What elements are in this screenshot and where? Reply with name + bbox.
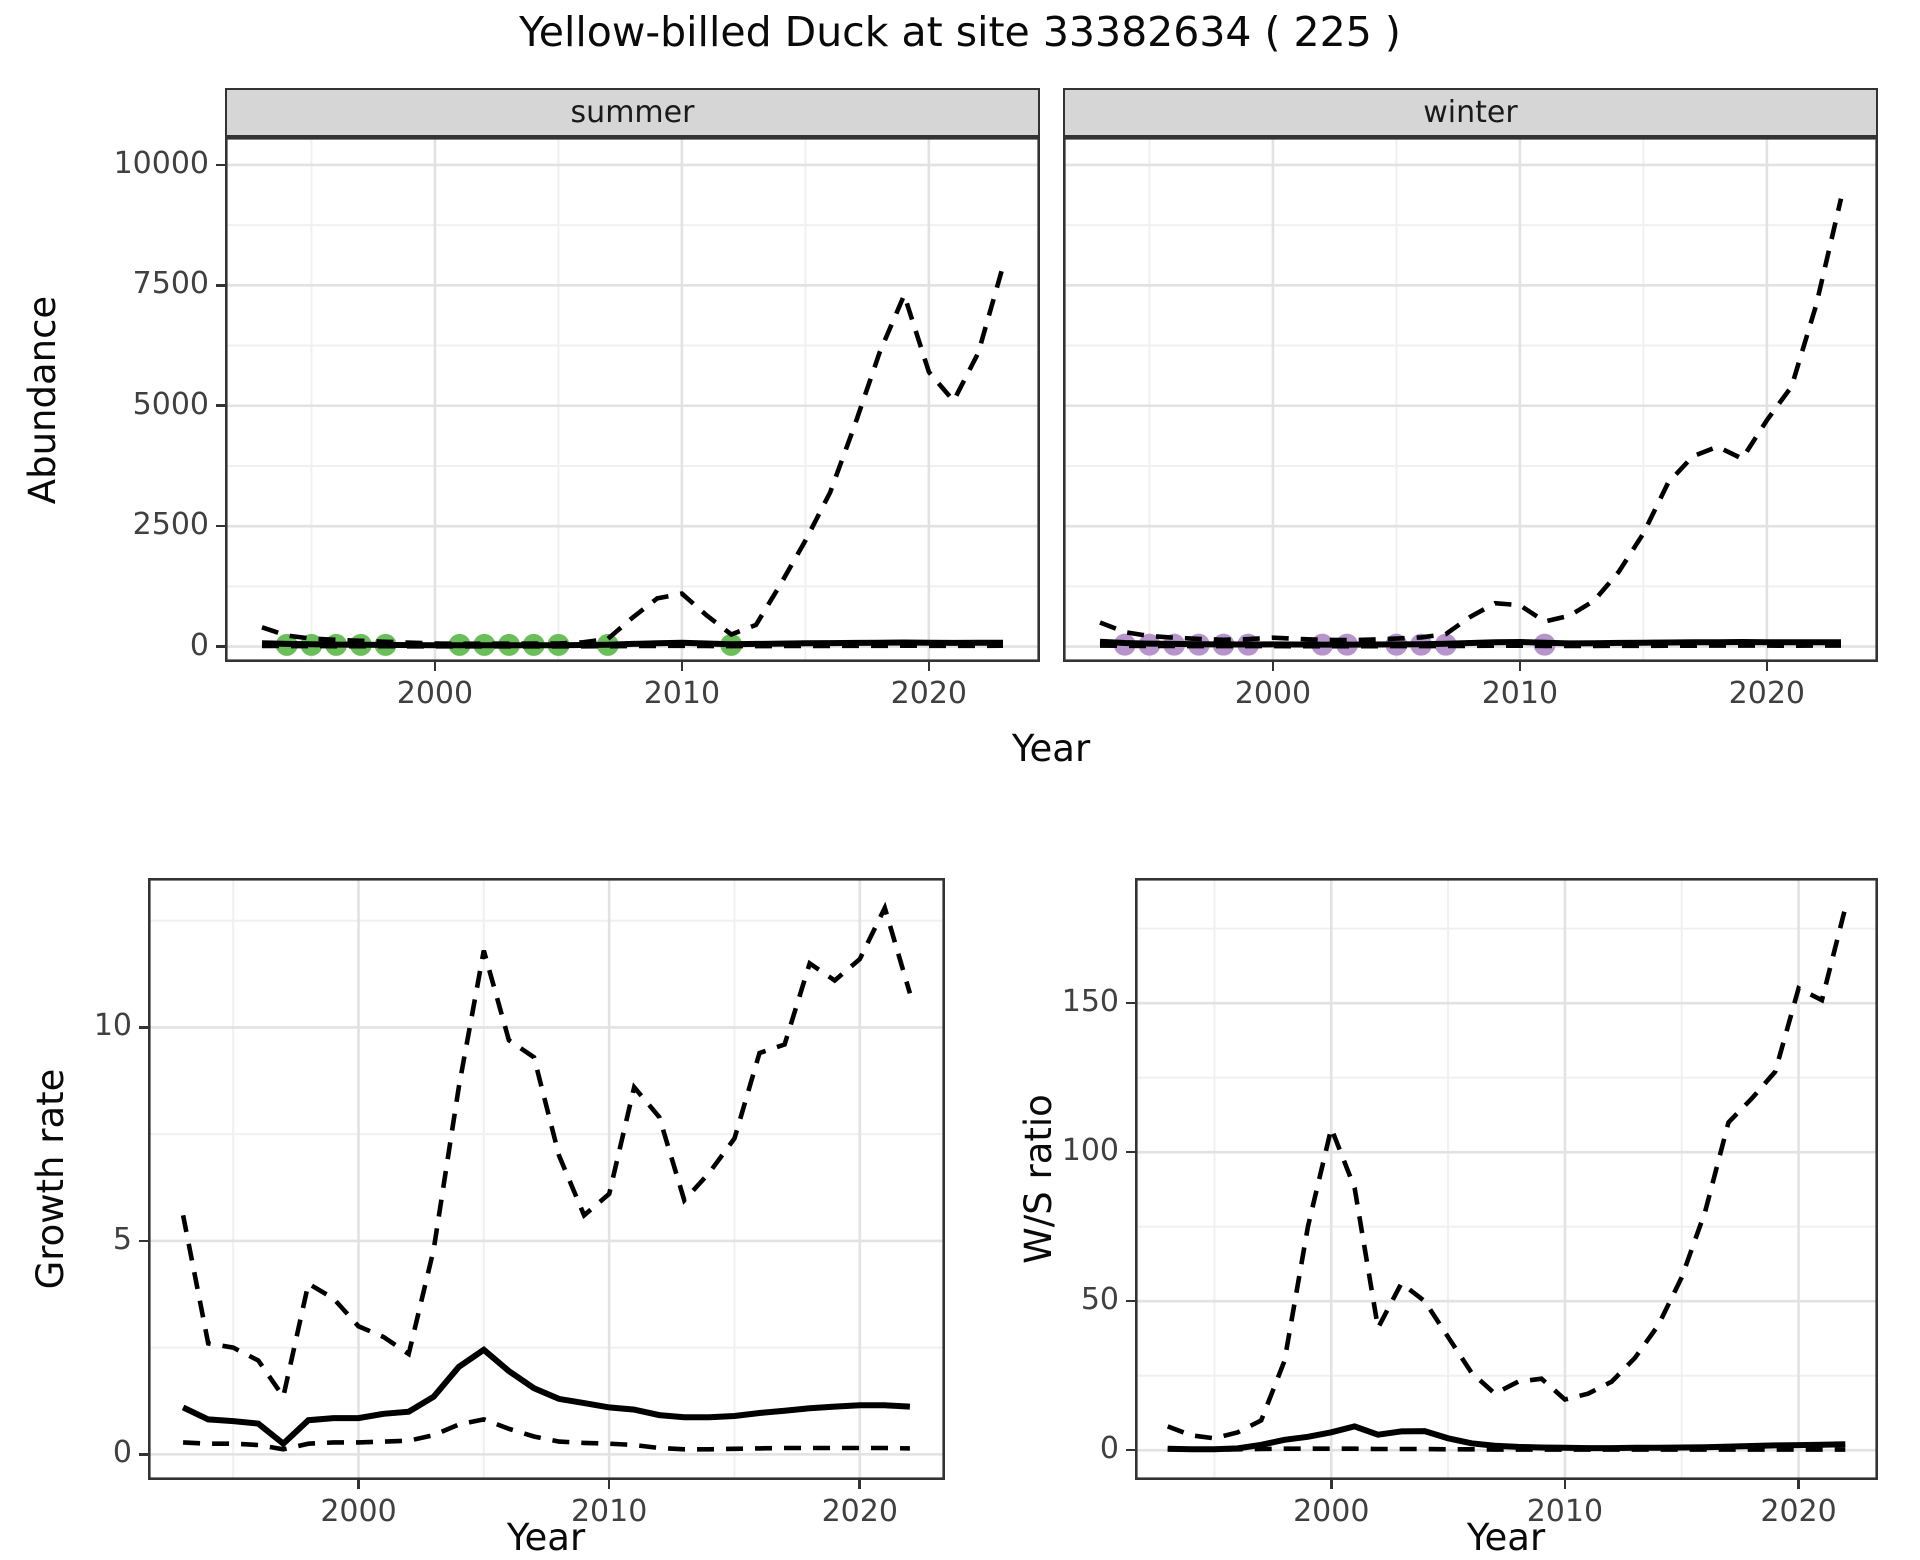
lower-ci-line [1167, 1446, 1846, 1452]
x-tick-mark [607, 1480, 611, 1489]
y-tick-label: 5 [112, 1221, 132, 1257]
x-tick-label: 2020 [1728, 676, 1806, 711]
y-tick-mark [216, 404, 225, 408]
x-tick-label: 2010 [643, 676, 721, 711]
x-tick-label: 2000 [1234, 676, 1312, 711]
x-tick-mark [433, 662, 437, 671]
y-tick-label: 150 [1061, 984, 1119, 1020]
upper-ci-line [1166, 907, 1848, 1441]
x-tick-label: 2010 [570, 1494, 648, 1529]
y-tick-mark [216, 284, 225, 287]
x-tick-mark [1797, 1480, 1800, 1489]
x-tick-mark [680, 662, 684, 671]
x-tick-mark [1765, 662, 1769, 671]
median-line [1099, 638, 1842, 648]
growth-x-axis-title: Year [506, 1515, 586, 1559]
abundance-x-axis-title: Year [1011, 726, 1091, 770]
y-tick-mark [1126, 1448, 1135, 1452]
median-line [181, 1346, 911, 1448]
y-tick-mark [139, 1453, 148, 1456]
y-tick-mark [139, 1239, 148, 1243]
upper-ci-line [261, 265, 1006, 647]
ws-x-axis-title: Year [1466, 1515, 1546, 1559]
y-tick-mark [216, 645, 225, 648]
x-tick-label: 2010 [1481, 676, 1559, 711]
y-tick-mark [216, 524, 225, 528]
abundance-summer-panel [225, 137, 1040, 662]
panel-border [225, 137, 1040, 662]
median-line [1167, 1423, 1846, 1453]
lower-ci-line [182, 1417, 910, 1452]
median-line [261, 639, 1004, 649]
y-tick-mark [1126, 1150, 1135, 1154]
x-tick-label: 2000 [1293, 1494, 1370, 1529]
x-tick-mark [1271, 662, 1275, 671]
y-tick-label: 2500 [132, 507, 209, 543]
facet-strip-summer: summer [225, 88, 1040, 137]
x-tick-label: 2020 [1760, 1494, 1837, 1529]
x-tick-mark [1518, 662, 1522, 671]
y-tick-mark [139, 1026, 148, 1029]
abundance-winter-panel [1063, 137, 1878, 662]
panel-border [1063, 137, 1878, 662]
x-tick-label: 2010 [1526, 1494, 1604, 1529]
growth-y-axis-title: Growth rate [28, 1068, 72, 1290]
x-tick-mark [858, 1480, 862, 1489]
upper-ci-line [1099, 198, 1844, 643]
x-tick-mark [1329, 1480, 1333, 1489]
upper-ci-line [180, 901, 913, 1403]
y-tick-mark [1126, 1299, 1135, 1303]
ws-ratio-panel [1135, 878, 1878, 1480]
y-tick-mark [216, 163, 225, 167]
x-tick-mark [1563, 1480, 1567, 1489]
y-tick-label: 7500 [132, 266, 209, 302]
x-tick-label: 2000 [320, 1494, 397, 1529]
y-tick-mark [1126, 1001, 1135, 1005]
growth-rate-panel [148, 878, 945, 1480]
y-tick-label: 0 [189, 627, 209, 663]
panel-border [148, 878, 945, 1480]
x-tick-label: 2020 [890, 676, 968, 711]
y-tick-label: 0 [112, 1435, 132, 1471]
y-tick-label: 100 [1061, 1133, 1119, 1169]
y-tick-label: 50 [1080, 1282, 1119, 1318]
x-tick-mark [357, 1480, 360, 1489]
y-tick-label: 5000 [132, 386, 209, 422]
panel-border [1135, 878, 1878, 1480]
x-tick-label: 2000 [396, 676, 474, 711]
figure-title: Yellow-billed Duck at site 33382634 ( 22… [519, 8, 1401, 56]
y-tick-label: 10 [93, 1008, 132, 1044]
x-tick-label: 2020 [821, 1494, 898, 1529]
facet-strip-winter: winter [1063, 88, 1878, 137]
y-tick-label: 0 [1099, 1431, 1119, 1467]
x-tick-mark [927, 662, 931, 671]
y-tick-label: 10000 [113, 145, 209, 181]
